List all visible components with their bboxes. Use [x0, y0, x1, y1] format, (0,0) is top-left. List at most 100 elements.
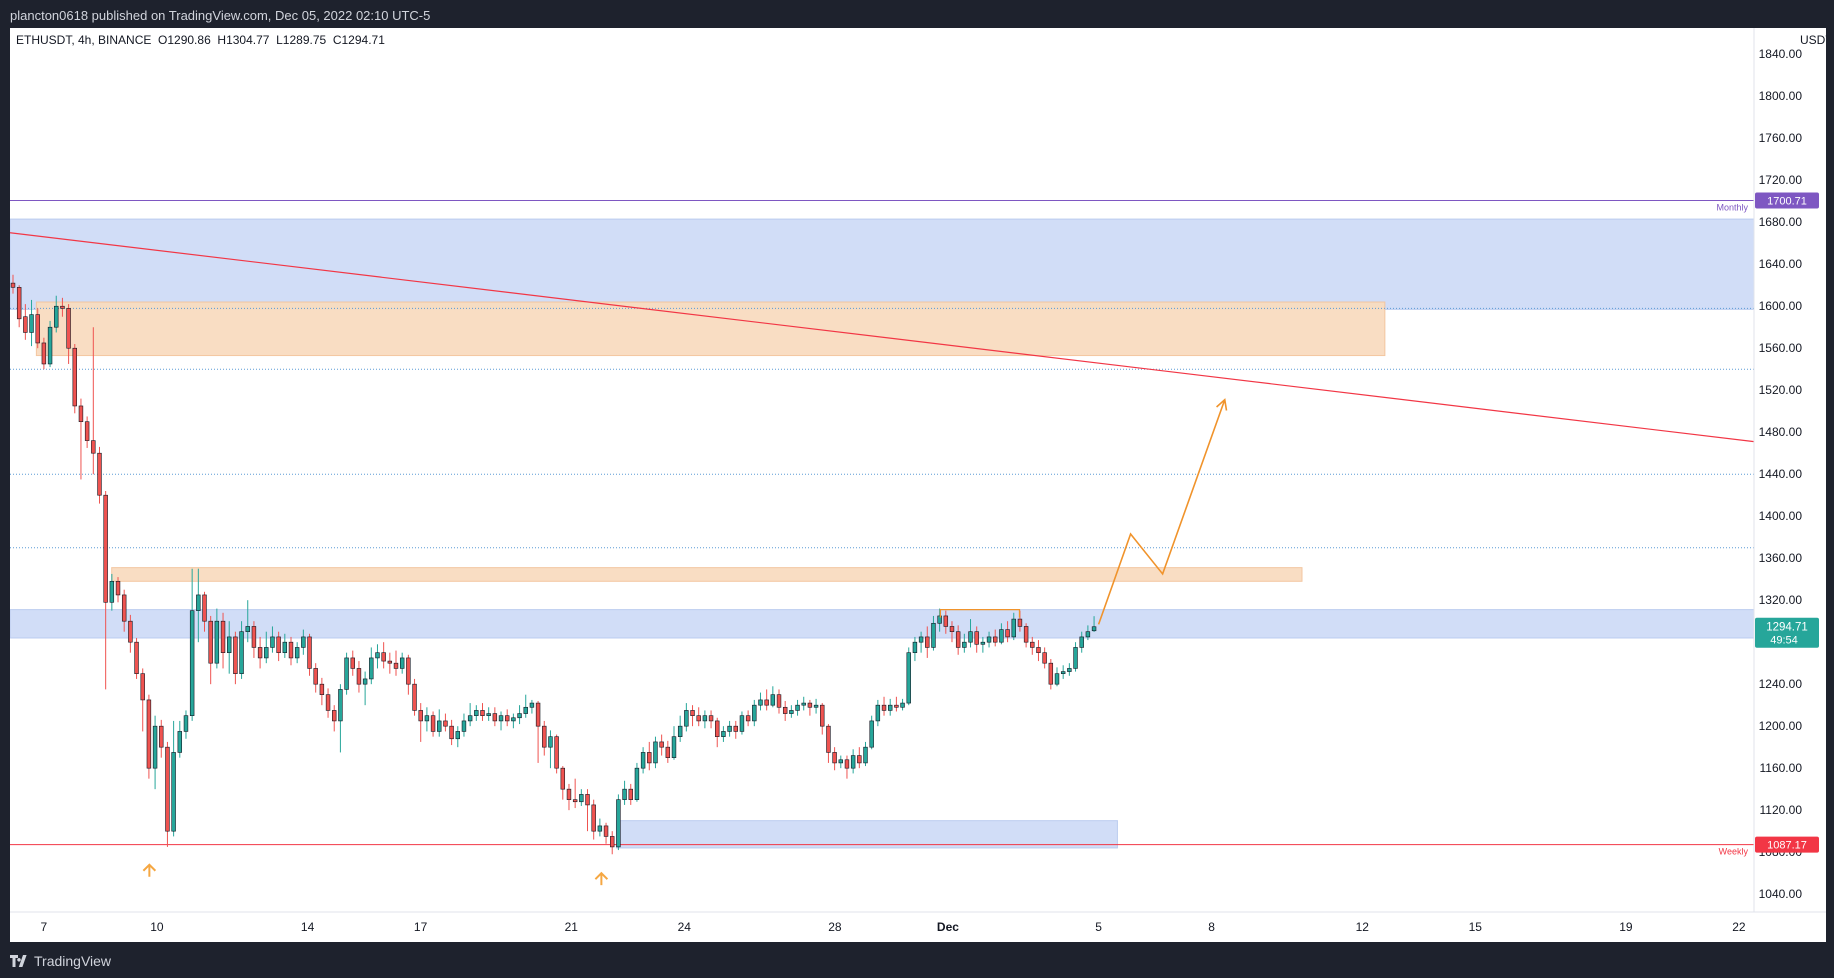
candle-body[interactable] [239, 631, 244, 674]
blue-zone[interactable] [615, 820, 1118, 849]
candle-body[interactable] [282, 641, 288, 653]
candle-body[interactable] [60, 305, 65, 309]
candle-body[interactable] [857, 755, 862, 764]
candle-body[interactable] [801, 702, 806, 706]
candle-body[interactable] [449, 725, 454, 740]
candle-body[interactable] [591, 804, 596, 832]
candle-body[interactable] [313, 668, 318, 685]
candle-body[interactable] [381, 652, 386, 662]
candle-body[interactable] [733, 725, 738, 732]
candle-body[interactable] [344, 657, 349, 690]
candle-body[interactable] [189, 610, 195, 716]
candle-body[interactable] [196, 594, 201, 611]
candle-body[interactable] [875, 704, 881, 722]
price-axis[interactable]: 1040.001080.001120.001160.001200.001240.… [1753, 28, 1826, 912]
candle-body[interactable] [894, 704, 899, 708]
candle-body[interactable] [41, 342, 47, 365]
candle-body[interactable] [745, 715, 751, 722]
candle-body[interactable] [226, 636, 232, 653]
candle-body[interactable] [406, 657, 411, 685]
candle-body[interactable] [461, 720, 467, 732]
candle-body[interactable] [696, 715, 701, 722]
candle-body[interactable] [467, 715, 473, 722]
candle-body[interactable] [764, 699, 769, 706]
candle-body[interactable] [900, 702, 905, 708]
candle-body[interactable] [1060, 671, 1066, 674]
candle-body[interactable] [832, 752, 837, 764]
candle-body[interactable] [727, 725, 732, 732]
projection-path[interactable] [1097, 399, 1226, 625]
candle-body[interactable] [603, 825, 609, 837]
candle-body[interactable] [968, 631, 973, 643]
candle-body[interactable] [1042, 652, 1047, 664]
candle-body[interactable] [54, 305, 59, 328]
candle-body[interactable] [548, 736, 553, 748]
candle-body[interactable] [949, 626, 955, 632]
candle-body[interactable] [208, 620, 213, 664]
candle-body[interactable] [288, 641, 294, 659]
candle-body[interactable] [307, 636, 312, 669]
candle-body[interactable] [1023, 626, 1029, 643]
candle-body[interactable] [140, 673, 145, 701]
candle-body[interactable] [542, 725, 547, 748]
candle-body[interactable] [795, 704, 800, 711]
candle-body[interactable] [1073, 647, 1078, 669]
candle-body[interactable] [332, 710, 337, 722]
candle-body[interactable] [813, 704, 819, 708]
candle-body[interactable] [202, 594, 207, 622]
candle-body[interactable] [585, 794, 590, 806]
candle-body[interactable] [671, 736, 677, 758]
candle-body[interactable] [103, 494, 108, 603]
candle-body[interactable] [1054, 673, 1060, 685]
candle-body[interactable] [1017, 618, 1023, 627]
blue-zone[interactable] [10, 218, 1755, 310]
candle-body[interactable] [869, 720, 874, 748]
candle-body[interactable] [955, 631, 961, 648]
candle-body[interactable] [826, 725, 831, 753]
candle-body[interactable] [128, 620, 133, 643]
candle-body[interactable] [301, 636, 306, 648]
candle-body[interactable] [721, 731, 726, 737]
candle-body[interactable] [881, 704, 887, 711]
candle-body[interactable] [443, 720, 448, 727]
candle-body[interactable] [807, 702, 813, 708]
candle-body[interactable] [233, 636, 238, 674]
candle-body[interactable] [770, 694, 776, 706]
candle-body[interactable] [820, 704, 825, 727]
candle-body[interactable] [418, 710, 423, 722]
candle-body[interactable] [504, 715, 510, 722]
candle-body[interactable] [177, 731, 183, 753]
candle-body[interactable] [844, 759, 850, 769]
candle-body[interactable] [251, 626, 257, 648]
candle-body[interactable] [999, 629, 1004, 643]
candle-body[interactable] [554, 736, 559, 769]
candle-body[interactable] [437, 720, 442, 732]
candle-body[interactable] [535, 702, 541, 727]
candle-body[interactable] [566, 788, 572, 800]
candle-body[interactable] [399, 657, 405, 669]
candle-body[interactable] [16, 287, 22, 320]
candle-body[interactable] [925, 636, 930, 648]
candle-body[interactable] [937, 615, 942, 624]
candle-body[interactable] [677, 725, 683, 737]
candle-body[interactable] [715, 720, 720, 737]
candle-body[interactable] [628, 788, 633, 800]
candle-body[interactable] [387, 660, 393, 664]
candle-body[interactable] [134, 641, 139, 674]
candle-body[interactable] [270, 636, 275, 648]
candle-body[interactable] [220, 620, 226, 653]
candle-body[interactable] [214, 620, 220, 664]
candle-body[interactable] [850, 755, 856, 769]
candle-body[interactable] [906, 652, 911, 704]
candle-body[interactable] [1036, 647, 1041, 653]
candle-body[interactable] [152, 725, 158, 769]
candle-body[interactable] [918, 636, 924, 643]
candle-body[interactable] [424, 715, 430, 722]
candle-body[interactable] [35, 314, 40, 344]
candle-body[interactable] [84, 421, 90, 441]
candle-body[interactable] [912, 641, 918, 653]
candle-body[interactable] [486, 713, 491, 716]
candle-body[interactable] [29, 314, 34, 333]
candle-body[interactable] [739, 715, 745, 732]
